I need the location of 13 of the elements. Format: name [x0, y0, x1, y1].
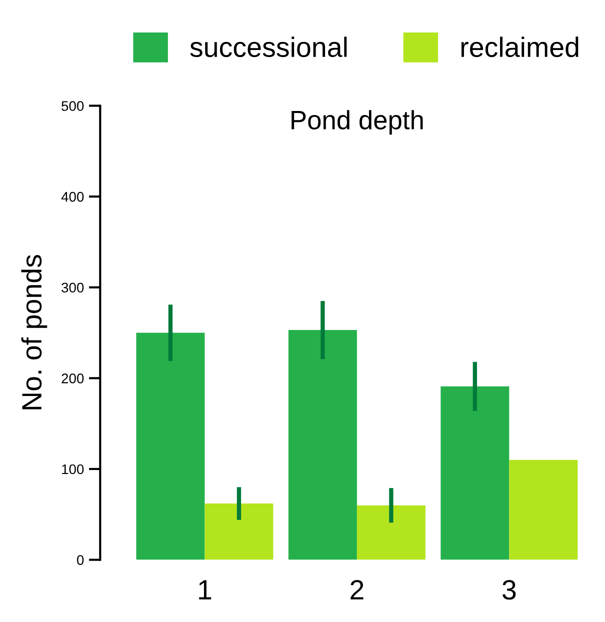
x-tick-label: 1 — [199, 580, 212, 600]
y-tick-label: 300 — [62, 282, 84, 293]
legend-label: reclaimed — [461, 36, 578, 58]
y-tick-label: 500 — [62, 101, 84, 111]
x-tick-label: 3 — [502, 580, 516, 600]
y-tick-label: 0 — [77, 555, 84, 565]
legend-label: successional — [190, 36, 347, 58]
y-tick-label: 400 — [61, 192, 84, 202]
x-tick-label: 2 — [350, 580, 364, 600]
chart-title: Pond depth — [292, 110, 423, 135]
y-axis-title: No. of ponds — [21, 255, 48, 410]
y-tick-label: 200 — [62, 374, 84, 384]
y-tick-label: 100 — [62, 464, 84, 474]
